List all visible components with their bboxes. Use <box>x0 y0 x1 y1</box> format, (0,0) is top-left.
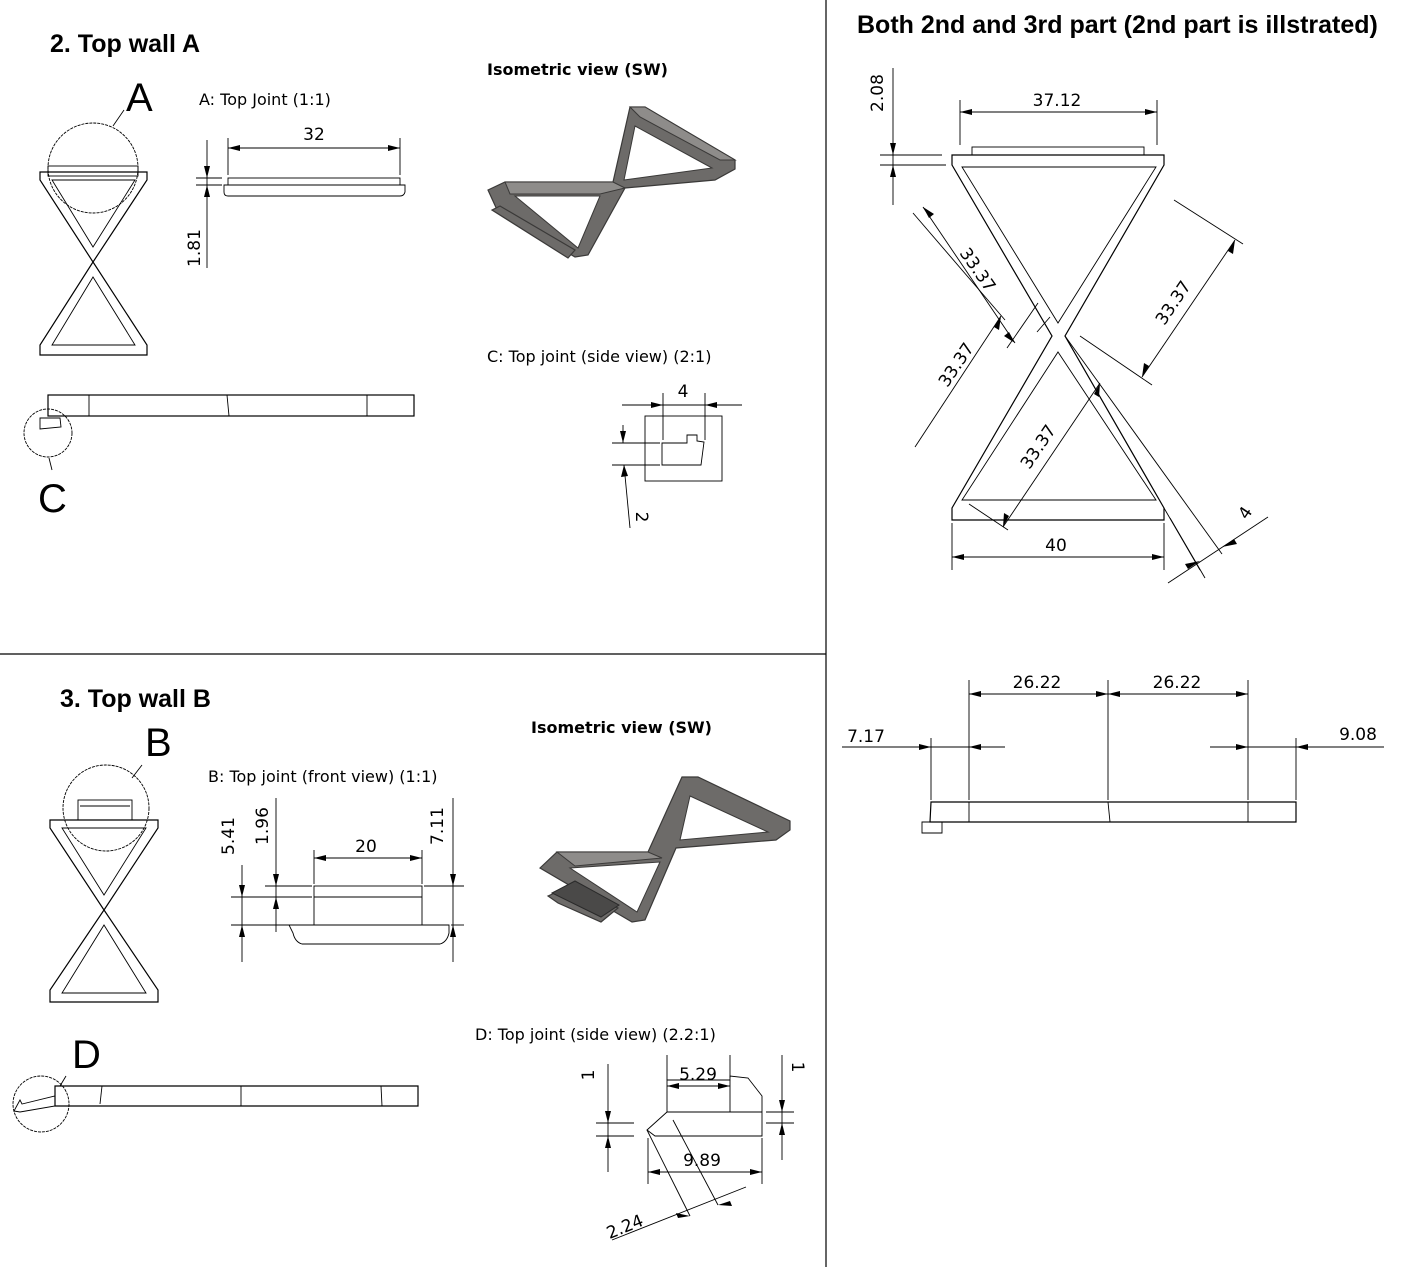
detail-a-top-joint <box>196 138 406 268</box>
dim-b-1-96: 1.96 <box>253 807 273 845</box>
shared-part-front-view <box>951 146 1165 521</box>
detail-d-caption: D: Top joint (side view) (2.2:1) <box>475 1025 716 1044</box>
dim-shared-2-08: 2.08 <box>868 74 888 112</box>
dim-d-9-89: 9.89 <box>683 1151 721 1171</box>
dim-d-1-right: 1 <box>787 1062 807 1073</box>
dim-shared-7-17: 7.17 <box>847 727 885 747</box>
dim-b-5-41: 5.41 <box>219 817 239 855</box>
section-title-top-wall-b: 3. Top wall B <box>60 685 211 713</box>
detail-b-caption: B: Top joint (front view) (1:1) <box>208 767 438 786</box>
detail-label-d: D <box>72 1033 101 1077</box>
detail-label-c: C <box>38 477 67 521</box>
shared-part-dimensions <box>880 68 1269 584</box>
detail-c-caption: C: Top joint (side view) (2:1) <box>487 347 711 366</box>
dim-d-2-24: 2.24 <box>604 1211 647 1244</box>
dim-shared-9-08: 9.08 <box>1339 725 1377 745</box>
top-wall-b-front-view <box>49 764 159 1003</box>
detail-c-top-joint-side <box>612 393 742 529</box>
dim-shared-40: 40 <box>1045 536 1067 556</box>
detail-a-caption: A: Top Joint (1:1) <box>199 90 331 109</box>
section-title-top-wall-a: 2. Top wall A <box>50 30 200 58</box>
section-title-shared: Both 2nd and 3rd part (2nd part is illst… <box>857 11 1378 39</box>
detail-b-top-joint-front <box>231 798 464 962</box>
detail-label-a: A <box>126 76 153 120</box>
top-wall-b-side-view <box>12 1075 419 1133</box>
dim-shared-26-22-b: 26.22 <box>1153 673 1202 693</box>
dim-shared-26-22-a: 26.22 <box>1013 673 1062 693</box>
dim-shared-33-37-upper-right: 33.37 <box>1152 277 1196 329</box>
dim-a-1-81: 1.81 <box>185 229 205 267</box>
detail-d-top-joint-side <box>596 1055 794 1241</box>
dim-d-1-left: 1 <box>579 1070 599 1081</box>
dim-b-20: 20 <box>355 837 377 857</box>
dim-shared-4: 4 <box>1235 503 1258 523</box>
iso-caption-b: Isometric view (SW) <box>531 718 712 737</box>
dim-shared-37-12: 37.12 <box>1033 91 1082 111</box>
dim-c-2: 2 <box>631 512 651 523</box>
top-wall-a-side-view <box>23 394 415 471</box>
top-wall-a-front-view <box>39 109 148 356</box>
iso-caption-a: Isometric view (SW) <box>487 60 668 79</box>
dim-d-5-29: 5.29 <box>679 1065 717 1085</box>
dim-b-7-11: 7.11 <box>428 807 448 845</box>
dim-a-32: 32 <box>303 125 325 145</box>
detail-label-b: B <box>145 721 172 765</box>
shared-part-side-view <box>842 680 1384 834</box>
isometric-view-b <box>539 776 791 923</box>
dim-shared-33-37-lower-mid: 33.37 <box>1017 421 1061 473</box>
dim-c-4: 4 <box>678 382 689 402</box>
isometric-view-a <box>487 106 737 259</box>
